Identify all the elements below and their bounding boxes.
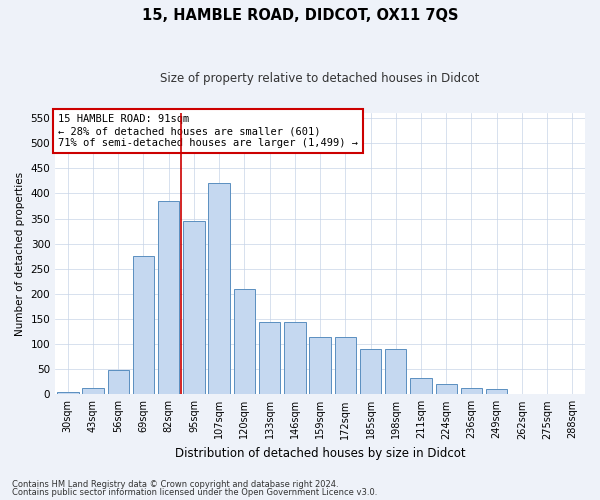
Bar bbox=[133, 256, 154, 394]
Bar bbox=[284, 322, 305, 394]
Bar bbox=[486, 390, 508, 394]
Y-axis label: Number of detached properties: Number of detached properties bbox=[15, 172, 25, 336]
Bar bbox=[82, 388, 104, 394]
Bar bbox=[158, 201, 179, 394]
Title: Size of property relative to detached houses in Didcot: Size of property relative to detached ho… bbox=[160, 72, 480, 86]
Bar bbox=[310, 336, 331, 394]
Bar bbox=[107, 370, 129, 394]
Bar bbox=[385, 349, 406, 395]
Bar bbox=[208, 184, 230, 394]
Bar bbox=[436, 384, 457, 394]
Text: 15 HAMBLE ROAD: 91sqm
← 28% of detached houses are smaller (601)
71% of semi-det: 15 HAMBLE ROAD: 91sqm ← 28% of detached … bbox=[58, 114, 358, 148]
Bar bbox=[57, 392, 79, 394]
Bar bbox=[461, 388, 482, 394]
Bar bbox=[259, 322, 280, 394]
Text: Contains HM Land Registry data © Crown copyright and database right 2024.: Contains HM Land Registry data © Crown c… bbox=[12, 480, 338, 489]
Bar bbox=[233, 289, 255, 395]
Text: Contains public sector information licensed under the Open Government Licence v3: Contains public sector information licen… bbox=[12, 488, 377, 497]
Bar bbox=[335, 336, 356, 394]
Text: 15, HAMBLE ROAD, DIDCOT, OX11 7QS: 15, HAMBLE ROAD, DIDCOT, OX11 7QS bbox=[142, 8, 458, 22]
Bar bbox=[410, 378, 432, 394]
X-axis label: Distribution of detached houses by size in Didcot: Distribution of detached houses by size … bbox=[175, 447, 466, 460]
Bar bbox=[183, 221, 205, 394]
Bar bbox=[360, 349, 381, 395]
